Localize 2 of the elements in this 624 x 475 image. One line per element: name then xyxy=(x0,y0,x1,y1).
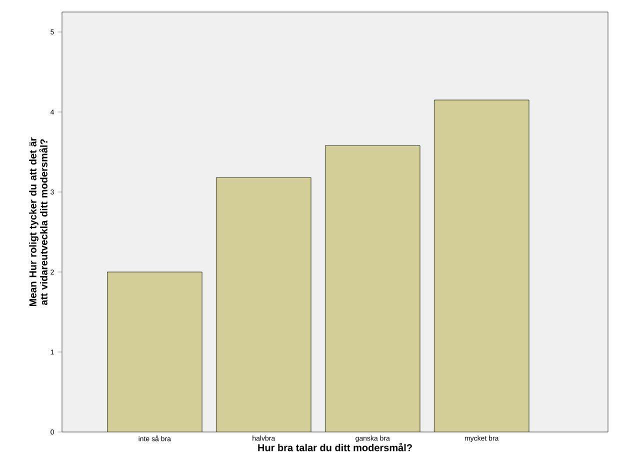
x-axis-title: Hur bra talar du ditt modersmål? xyxy=(258,442,412,452)
y-axis-title: Mean Hur roligt tycker du att det är att vidareutveckla ditt modersmål? xyxy=(29,137,48,306)
